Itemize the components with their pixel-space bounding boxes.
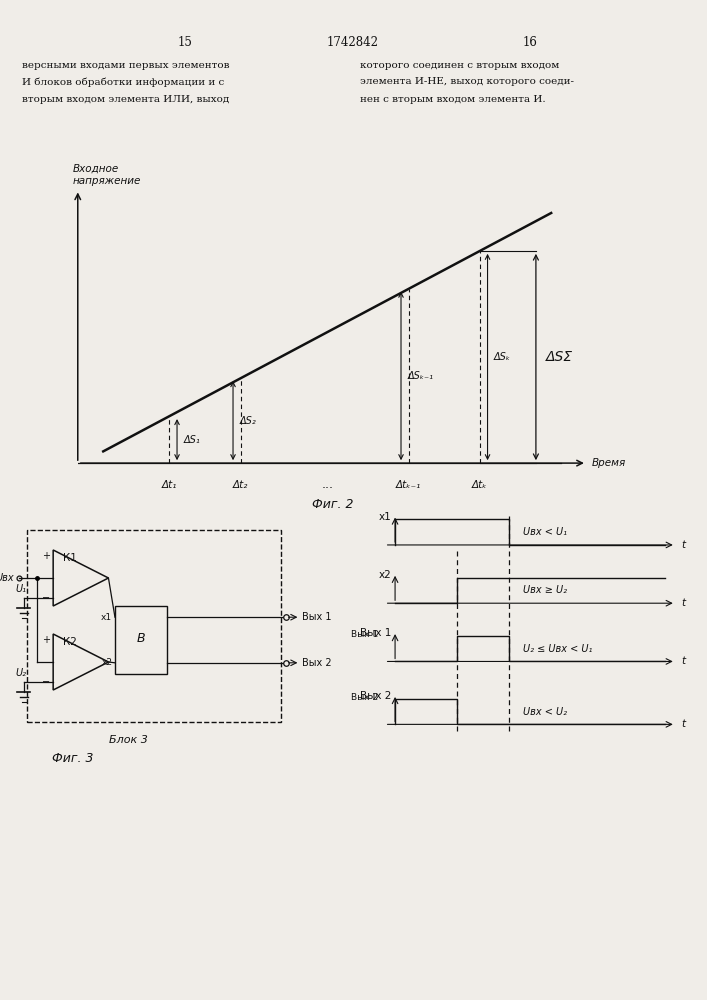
Text: +: + — [42, 551, 50, 561]
Text: −: − — [42, 677, 50, 687]
Text: К2: К2 — [63, 637, 77, 647]
Text: элемента И-НЕ, выход которого соеди-: элемента И-НЕ, выход которого соеди- — [360, 78, 574, 87]
Text: Вых 1: Вых 1 — [361, 628, 392, 638]
Text: К1: К1 — [63, 553, 77, 563]
Text: 15: 15 — [177, 35, 192, 48]
Text: t: t — [681, 540, 685, 550]
Text: Δtₖ: Δtₖ — [472, 480, 488, 490]
Text: Время: Время — [592, 458, 626, 468]
Text: Блок 3: Блок 3 — [109, 735, 147, 745]
Text: ΔSₖ: ΔSₖ — [493, 352, 510, 362]
Text: Δtₖ₋₁: Δtₖ₋₁ — [396, 480, 421, 490]
Text: ...: ... — [321, 478, 333, 491]
Text: ΔS₁: ΔS₁ — [183, 435, 200, 445]
Text: x2: x2 — [379, 570, 392, 580]
Text: Uвх: Uвх — [0, 573, 14, 583]
Text: t: t — [681, 656, 685, 666]
Polygon shape — [53, 550, 108, 606]
Bar — [115, 606, 167, 674]
Text: x1: x1 — [101, 613, 112, 622]
Text: которого соединен с вторым входом: которого соединен с вторым входом — [360, 60, 559, 70]
Text: t: t — [681, 598, 685, 608]
Text: x2: x2 — [101, 658, 112, 667]
Text: Вых 1: Вых 1 — [302, 612, 332, 622]
Text: U₂: U₂ — [16, 668, 27, 678]
Polygon shape — [53, 634, 108, 690]
Text: Вых 2: Вых 2 — [361, 691, 392, 701]
Text: Uвх < U₂: Uвх < U₂ — [523, 707, 567, 717]
Text: Вых 2: Вых 2 — [351, 693, 378, 702]
Text: вторым входом элемента ИЛИ, выход: вторым входом элемента ИЛИ, выход — [22, 95, 229, 104]
Text: ΔSΣ: ΔSΣ — [546, 350, 573, 364]
Text: нен с вторым входом элемента И.: нен с вторым входом элемента И. — [360, 95, 546, 104]
Text: U₂ ≤ Uвх < U₁: U₂ ≤ Uвх < U₁ — [523, 644, 592, 654]
Text: Uвх < U₁: Uвх < U₁ — [523, 527, 567, 537]
Text: 1742842: 1742842 — [327, 35, 379, 48]
Text: t: t — [681, 719, 685, 729]
Text: Вых 2: Вых 2 — [302, 658, 332, 668]
Text: Δt₁: Δt₁ — [162, 480, 177, 490]
Text: Вых 1: Вых 1 — [351, 630, 378, 639]
Text: ΔSₖ₋₁: ΔSₖ₋₁ — [407, 371, 433, 381]
Text: U₁: U₁ — [16, 584, 27, 594]
Text: B: B — [136, 632, 145, 645]
Text: Фиг. 3: Фиг. 3 — [52, 752, 93, 764]
Text: Входное
напряжение: Входное напряжение — [73, 163, 141, 186]
Text: +: + — [42, 635, 50, 645]
Text: версными входами первых элементов: версными входами первых элементов — [22, 60, 230, 70]
Text: x1: x1 — [379, 512, 392, 522]
Text: Δt₂: Δt₂ — [233, 480, 248, 490]
Text: −: − — [42, 593, 50, 603]
Text: 16: 16 — [522, 35, 537, 48]
Text: Uвх ≥ U₂: Uвх ≥ U₂ — [523, 585, 567, 595]
Text: ΔS₂: ΔS₂ — [239, 416, 256, 426]
Bar — [27, 530, 281, 722]
Text: Фиг. 2: Фиг. 2 — [312, 498, 353, 511]
Text: И блоков обработки информации и с: И блоков обработки информации и с — [22, 77, 224, 87]
